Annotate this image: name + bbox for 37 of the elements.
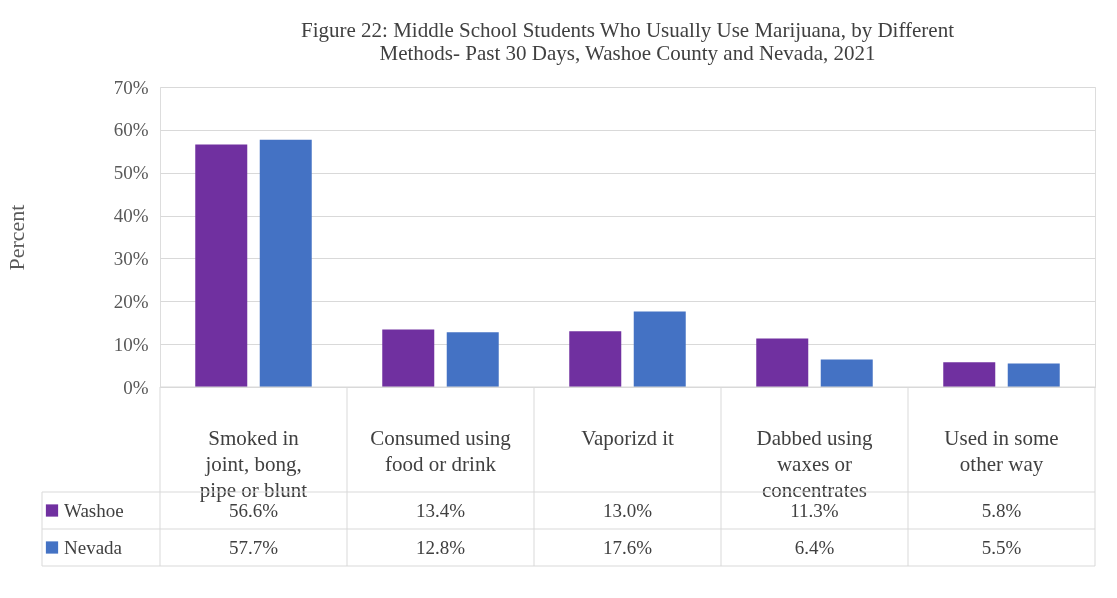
data-label: 5.5% bbox=[981, 536, 1022, 558]
y-tick-label: 50% bbox=[113, 162, 149, 184]
data-label: 12.8% bbox=[415, 536, 466, 558]
x-tick-label: Vaporizd it bbox=[581, 426, 675, 450]
bar bbox=[446, 332, 499, 387]
bar bbox=[756, 338, 809, 387]
bar bbox=[633, 311, 686, 387]
chart-title: Figure 22: Middle School Students Who Usually Use Marijuana, by Different Methods- Past 30 Days, Washoe County and Nevada, 2021 bbox=[300, 18, 955, 65]
y-tick-label: 70% bbox=[113, 76, 149, 98]
y-tick-label: 20% bbox=[113, 290, 149, 312]
y-tick-label: 60% bbox=[113, 119, 149, 141]
legend-label: Washoe bbox=[64, 499, 124, 521]
y-tick-label: 0% bbox=[123, 376, 149, 398]
y-tick-label: 30% bbox=[113, 247, 149, 269]
bar bbox=[259, 139, 312, 387]
data-label: 6.4% bbox=[794, 536, 835, 558]
bar bbox=[195, 144, 248, 387]
y-axis-title: Percent bbox=[3, 204, 29, 271]
legend-label: Nevada bbox=[64, 536, 123, 558]
bar bbox=[820, 359, 873, 387]
bar bbox=[569, 331, 622, 387]
bar bbox=[1007, 363, 1060, 387]
data-label: 5.8% bbox=[981, 499, 1022, 521]
bar bbox=[943, 362, 996, 387]
x-tick-label: Dabbed using waxes or concentrates bbox=[756, 426, 874, 502]
data-label: 17.6% bbox=[602, 536, 653, 558]
bar bbox=[382, 329, 435, 387]
x-tick-label: Consumed using food or drink bbox=[370, 426, 512, 476]
data-label: 56.6% bbox=[228, 499, 279, 521]
x-tick-label: Used in some other way bbox=[944, 426, 1059, 476]
data-label: 57.7% bbox=[228, 536, 279, 558]
y-tick-label: 40% bbox=[113, 205, 149, 227]
data-label: 11.3% bbox=[790, 499, 839, 521]
data-label: 13.4% bbox=[415, 499, 466, 521]
x-tick-label: Smoked in joint, bong, pipe or blunt bbox=[199, 426, 308, 502]
y-tick-label: 10% bbox=[113, 333, 149, 355]
data-label: 13.0% bbox=[602, 499, 653, 521]
